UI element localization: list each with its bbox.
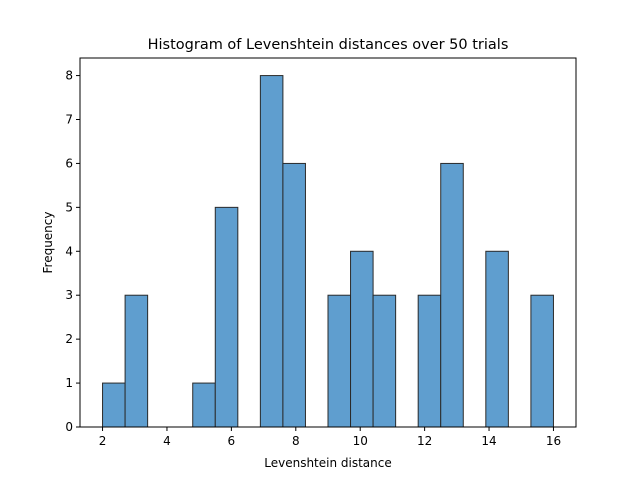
x-ticks-group: 2 4 6 8 10 12 14 16 [99, 427, 561, 448]
bars-group [102, 75, 554, 428]
y-tick-label: 2 [65, 332, 73, 346]
x-tick-label: 10 [353, 434, 368, 448]
y-ticks-group: 0 1 2 3 4 5 6 7 8 [65, 69, 80, 434]
y-tick-label: 5 [65, 200, 73, 214]
y-axis-label: Frequency [41, 212, 55, 274]
histogram-bar [440, 162, 464, 428]
histogram-bar [214, 206, 239, 428]
histogram-bar [282, 162, 306, 428]
histogram-bar [485, 250, 509, 428]
histogram-bar [372, 294, 397, 428]
x-tick-label: 14 [481, 434, 496, 448]
y-tick-label: 6 [65, 156, 73, 170]
histogram-bar [530, 294, 554, 428]
histogram-bar [192, 382, 216, 428]
y-tick-label: 1 [65, 376, 73, 390]
x-tick-label: 2 [99, 434, 107, 448]
histogram-bar [350, 250, 374, 428]
x-tick-label: 12 [417, 434, 432, 448]
plot-frame [79, 57, 577, 428]
histogram-bar [417, 294, 442, 428]
chart-title: Histogram of Levenshtein distances over … [148, 37, 509, 53]
x-tick-label: 6 [228, 434, 236, 448]
x-tick-label: 8 [292, 434, 300, 448]
y-tick-label: 4 [65, 244, 73, 258]
y-tick-label: 3 [65, 288, 73, 302]
x-axis-label: Levenshtein distance [264, 456, 392, 470]
y-tick-label: 8 [65, 69, 73, 83]
y-tick-label: 7 [65, 113, 73, 127]
histogram-bar [102, 382, 126, 428]
x-tick-label: 16 [546, 434, 561, 448]
x-tick-label: 4 [163, 434, 171, 448]
histogram-bar [259, 75, 284, 428]
histogram-bar [124, 294, 149, 428]
y-tick-label: 0 [65, 420, 73, 434]
histogram-bar [327, 294, 352, 428]
